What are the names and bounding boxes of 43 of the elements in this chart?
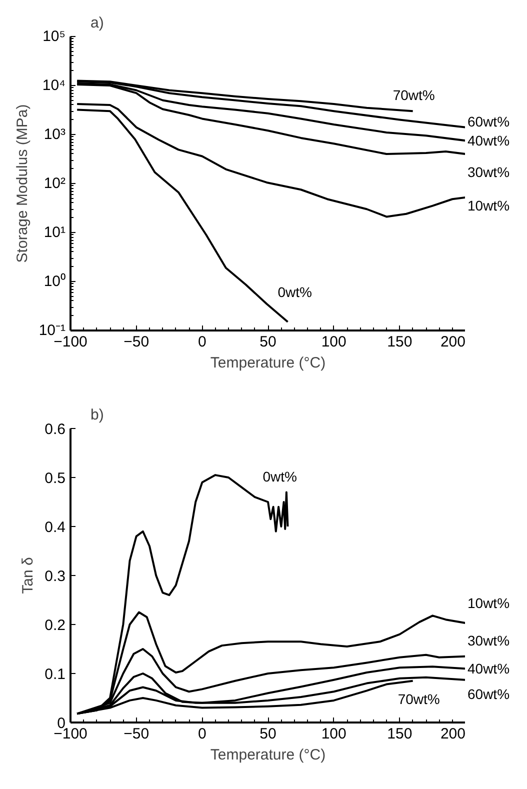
x-tick-label: −50 xyxy=(124,726,150,742)
x-tick-label: 200 xyxy=(440,334,466,350)
y-tick-label: 0.2 xyxy=(44,617,66,634)
series-label: 60wt% xyxy=(468,113,510,130)
series-label: 10wt% xyxy=(468,595,510,612)
series-label: 60wt% xyxy=(468,686,510,702)
series-label: 40wt% xyxy=(468,132,510,149)
chart-title: b) xyxy=(90,406,104,424)
chart-title: a) xyxy=(90,14,104,32)
y-tick-label: 0.6 xyxy=(44,421,66,438)
x-tick-label: 150 xyxy=(387,726,412,742)
x-tick-label: 100 xyxy=(321,334,346,350)
y-tick-label: 0.3 xyxy=(44,568,66,585)
y-tick-label: 0.5 xyxy=(44,470,66,487)
series-label: 30wt% xyxy=(468,164,510,180)
x-tick-label: 150 xyxy=(387,334,412,350)
y-tick-label: 10³ xyxy=(44,126,66,143)
y-tick-label: 0.1 xyxy=(44,666,66,683)
series-label: 0wt% xyxy=(278,284,312,300)
series-label: 70wt% xyxy=(398,690,440,707)
x-tick-label: −50 xyxy=(124,334,150,350)
x-tick-label: 200 xyxy=(440,726,466,742)
y-tick-label: 10⁰ xyxy=(44,273,66,290)
y-tick-label: 10¹ xyxy=(44,224,66,241)
series-label: 40wt% xyxy=(468,660,510,677)
x-tick-label: 50 xyxy=(260,726,276,742)
x-axis-title: Temperature (°C) xyxy=(210,354,326,372)
y-tick-label: 10² xyxy=(44,175,66,192)
x-tick-label: 0 xyxy=(198,726,206,742)
x-tick-label: 0 xyxy=(198,334,206,350)
series-label: 30wt% xyxy=(468,632,510,648)
x-tick-label: −100 xyxy=(54,334,88,350)
series-label: 0wt% xyxy=(262,468,297,484)
x-tick-label: 100 xyxy=(321,726,346,742)
y-tick-label: 10⁵ xyxy=(42,28,66,45)
y-tick-label: 10⁴ xyxy=(42,77,66,94)
y-axis-title: Storage Modulus (MPa) xyxy=(14,104,31,263)
series-label: 70wt% xyxy=(392,87,435,104)
x-tick-label: 50 xyxy=(260,334,276,350)
series-label: 10wt% xyxy=(468,197,510,214)
y-tick-label: 0.4 xyxy=(44,519,66,536)
y-axis-title: Tan δ xyxy=(20,557,37,594)
x-axis-title: Temperature (°C) xyxy=(210,746,326,764)
